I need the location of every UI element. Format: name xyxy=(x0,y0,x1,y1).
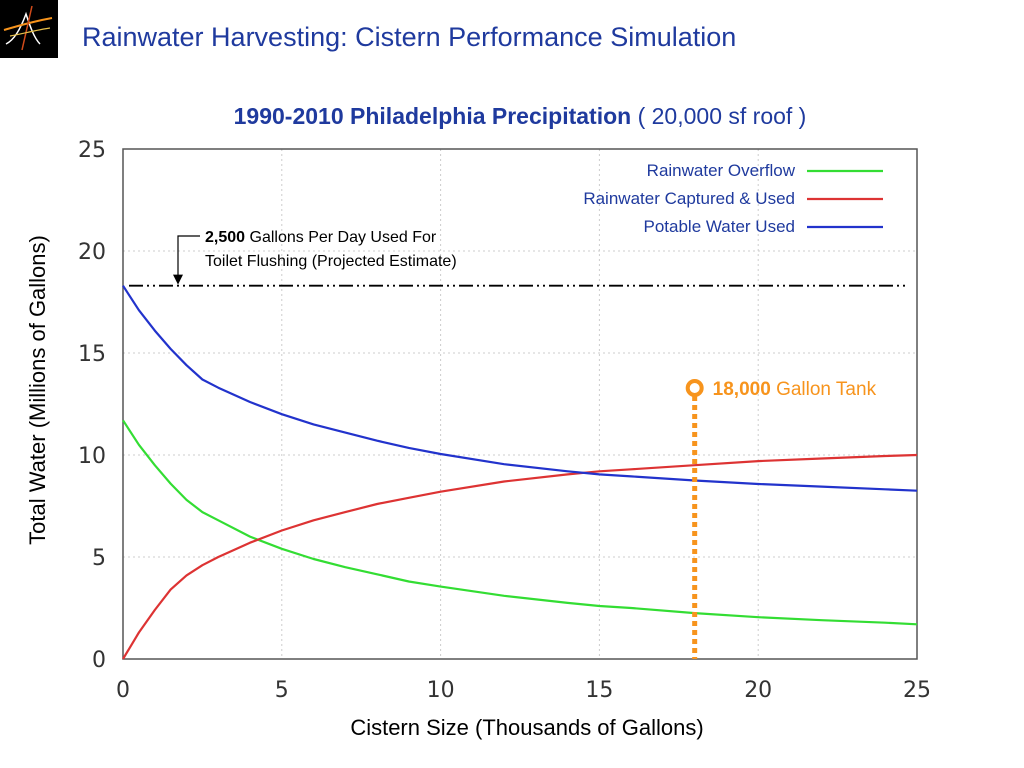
x-tick-label: 0 xyxy=(116,678,130,703)
grid xyxy=(122,148,918,660)
y-tick-label: 25 xyxy=(78,138,106,163)
tank-marker-text: Gallon Tank xyxy=(771,379,877,400)
annotation-bracket xyxy=(177,235,200,278)
reference-label-line1: 2,500 Gallons Per Day Used For xyxy=(205,229,437,246)
y-axis-label: Total Water (Millions of Gallons) xyxy=(25,235,50,545)
legend-label: Potable Water Used xyxy=(644,217,796,236)
tank-marker-value: 18,000 xyxy=(713,379,771,400)
tank-marker-label: 18,000 Gallon Tank xyxy=(713,379,877,400)
reference-label-text: Gallons Per Day Used For xyxy=(245,229,437,246)
chart-title: 1990-2010 Philadelphia Precipitation ( 2… xyxy=(234,103,807,129)
series-line-rainwater-captured-used xyxy=(122,453,918,660)
x-tick-label: 25 xyxy=(903,678,931,703)
y-tick-label: 0 xyxy=(92,648,106,673)
chart-title-subtitle: ( 20,000 sf roof ) xyxy=(638,103,807,129)
ticks: 0 5 10 15 20 25 0 5 10 15 20 25 xyxy=(78,138,931,703)
y-tick-label: 15 xyxy=(78,342,106,367)
logo xyxy=(0,0,58,58)
tank-marker: 18,000 Gallon Tank xyxy=(685,379,877,659)
chart-title-main: 1990-2010 Philadelphia Precipitation xyxy=(234,103,632,129)
series-line-potable-water-used xyxy=(122,285,918,492)
slide-title: Rainwater Harvesting: Cistern Performanc… xyxy=(82,22,737,52)
logo-mark xyxy=(3,5,53,51)
x-tick-label: 15 xyxy=(585,678,613,703)
x-tick-label: 10 xyxy=(427,678,455,703)
reference-annotation: 2,500 Gallons Per Day Used For Toilet Fl… xyxy=(173,229,457,285)
legend-label: Rainwater Captured & Used xyxy=(583,189,795,208)
x-tick-label: 5 xyxy=(275,678,289,703)
legend-label: Rainwater Overflow xyxy=(647,161,796,180)
y-tick-label: 5 xyxy=(92,546,106,571)
series xyxy=(122,285,918,660)
legend: Rainwater Overflow Rainwater Captured & U… xyxy=(583,161,883,236)
y-tick-label: 20 xyxy=(78,240,106,265)
tank-marker-circle xyxy=(685,379,704,397)
reference-label-line2: Toilet Flushing (Projected Estimate) xyxy=(205,253,457,270)
x-tick-label: 20 xyxy=(744,678,772,703)
plot-frame xyxy=(122,148,918,660)
x-axis-label: Cistern Size (Thousands of Gallons) xyxy=(350,715,703,740)
reference-label-value: 2,500 xyxy=(205,229,245,246)
y-tick-label: 10 xyxy=(78,444,106,469)
series-line-rainwater-overflow xyxy=(122,419,918,626)
annotation-arrowhead xyxy=(173,274,183,285)
